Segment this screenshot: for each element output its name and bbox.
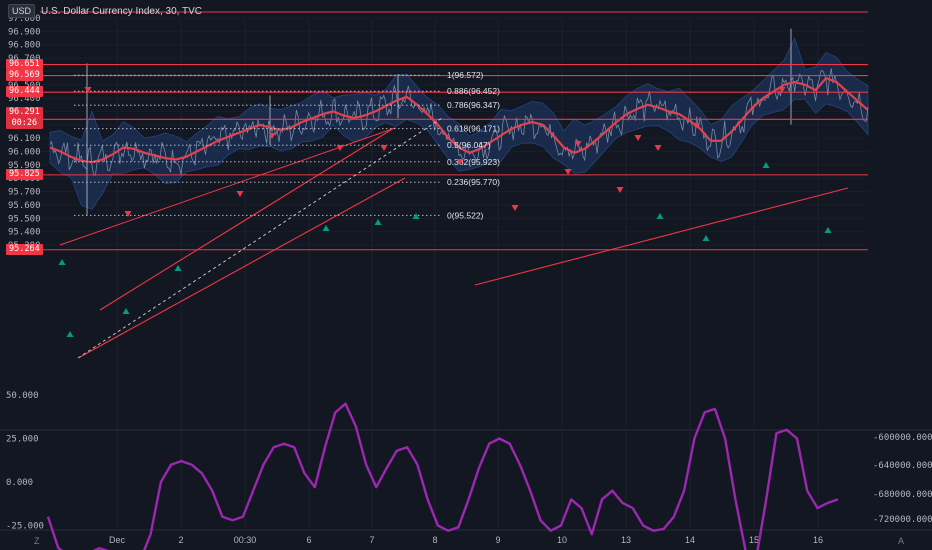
sell-signal-marker bbox=[236, 191, 244, 197]
buy-signal-marker bbox=[656, 213, 664, 219]
buy-signal-marker bbox=[824, 227, 832, 233]
buy-signal-marker bbox=[322, 225, 330, 231]
trendline bbox=[99, 127, 395, 311]
time-axis-label: 16 bbox=[813, 535, 823, 545]
fib-level-label: 1(96.572) bbox=[447, 70, 484, 80]
time-axis-label: 2 bbox=[178, 535, 183, 545]
currency-badge[interactable]: USD bbox=[8, 4, 36, 18]
buy-signal-marker bbox=[174, 265, 182, 271]
fib-level-label: 0.382(95.923) bbox=[447, 157, 500, 167]
sell-signal-marker bbox=[654, 145, 662, 151]
price-axis-label: 96.100 bbox=[8, 134, 41, 144]
sell-signal-marker bbox=[778, 87, 786, 93]
price-axis-label: 96.800 bbox=[8, 41, 41, 51]
sell-signal-marker bbox=[380, 145, 388, 151]
oscillator-right-axis-label: -640000.000 bbox=[873, 461, 932, 471]
price-axis-label: 96.400 bbox=[8, 94, 41, 104]
bar-countdown: 00:26 bbox=[11, 117, 38, 128]
sell-signal-marker bbox=[692, 123, 700, 129]
price-axis-label: 95.500 bbox=[8, 214, 41, 224]
fib-diagonal bbox=[77, 117, 443, 359]
auto-scale-button[interactable]: A bbox=[898, 536, 905, 546]
time-axis-label: 7 bbox=[369, 535, 374, 545]
time-axis-label: 14 bbox=[685, 535, 695, 545]
price-level-tag: 96.444 bbox=[6, 86, 43, 98]
fib-level-label: 0.618(96.171) bbox=[447, 124, 500, 134]
price-axis-label: 96.000 bbox=[8, 148, 41, 158]
price-level-tag: 96.651 bbox=[6, 58, 43, 70]
sell-signal-marker bbox=[634, 135, 642, 141]
price-level-tag: 95.825 bbox=[6, 168, 43, 180]
time-axis-label: 15 bbox=[749, 535, 759, 545]
oscillator-line bbox=[46, 402, 839, 550]
fib-level-label: 0.5(96.047) bbox=[447, 140, 491, 150]
time-axis-label: Dec bbox=[109, 535, 126, 545]
timezone-corner-z[interactable]: Z bbox=[34, 536, 40, 546]
sell-signal-marker bbox=[574, 141, 582, 147]
oscillator-axis-label: 50.000 bbox=[6, 391, 39, 401]
buy-signal-marker bbox=[412, 213, 420, 219]
chart-header: USD U.S. Dollar Currency Index, 30, TVC bbox=[8, 4, 202, 18]
time-axis-label: 6 bbox=[306, 535, 311, 545]
price-axis-label: 95.400 bbox=[8, 228, 41, 238]
sell-signal-marker bbox=[564, 169, 572, 175]
oscillator-right-axis-label: -680000.000 bbox=[873, 490, 932, 500]
price-level-tag: 95.264 bbox=[6, 243, 43, 255]
price-level-tag: 96.569 bbox=[6, 69, 43, 81]
oscillator-axis-label: 25.000 bbox=[6, 435, 39, 445]
sell-signal-marker bbox=[616, 187, 624, 193]
oscillator-right-axis-label: -600000.000 bbox=[873, 433, 932, 443]
sell-signal-marker bbox=[268, 133, 276, 139]
buy-signal-marker bbox=[762, 162, 770, 168]
sell-signal-marker bbox=[336, 145, 344, 151]
buy-signal-marker bbox=[58, 259, 66, 265]
buy-signal-marker bbox=[122, 308, 130, 314]
buy-signal-marker bbox=[702, 235, 710, 241]
buy-signal-marker bbox=[66, 331, 74, 337]
sell-signal-marker bbox=[124, 211, 132, 217]
time-axis-label: 00:30 bbox=[234, 535, 257, 545]
price-axis-label: 95.700 bbox=[8, 188, 41, 198]
sell-signal-marker bbox=[511, 205, 519, 211]
trendline bbox=[79, 177, 406, 358]
price-axis-label: 95.900 bbox=[8, 161, 41, 171]
sell-signal-marker bbox=[84, 87, 92, 93]
oscillator-axis-label: -25.000 bbox=[6, 522, 44, 532]
trendline bbox=[474, 187, 849, 286]
time-axis-label: 8 bbox=[432, 535, 437, 545]
time-axis-label: 9 bbox=[495, 535, 500, 545]
time-axis-label: 13 bbox=[621, 535, 631, 545]
fib-level-label: 0.886(96.452) bbox=[447, 86, 500, 96]
price-axis-label: 97.000 bbox=[8, 14, 41, 24]
oscillator-right-axis-label: -720000.000 bbox=[873, 515, 932, 525]
fib-level-label: 0.236(95.770) bbox=[447, 177, 500, 187]
symbol-title[interactable]: U.S. Dollar Currency Index, 30, TVC bbox=[41, 5, 203, 17]
buy-signal-marker bbox=[374, 219, 382, 225]
current-price-value: 96.291 bbox=[9, 106, 40, 117]
moving-average-line bbox=[49, 77, 869, 164]
fib-level-label: 0(95.522) bbox=[447, 210, 484, 220]
price-axis-label: 95.600 bbox=[8, 201, 41, 211]
time-axis-label: 10 bbox=[557, 535, 567, 545]
oscillator-axis-label: 0.000 bbox=[6, 478, 33, 488]
price-axis-label: 96.900 bbox=[8, 27, 41, 37]
sell-signal-marker bbox=[456, 159, 464, 165]
fib-level-label: 0.786(96.347) bbox=[447, 100, 500, 110]
price-axis-label: 96.500 bbox=[8, 81, 41, 91]
current-price-tag: 96.291 00:26 bbox=[6, 106, 43, 129]
volatility-band bbox=[49, 37, 869, 210]
price-candles bbox=[49, 68, 869, 176]
